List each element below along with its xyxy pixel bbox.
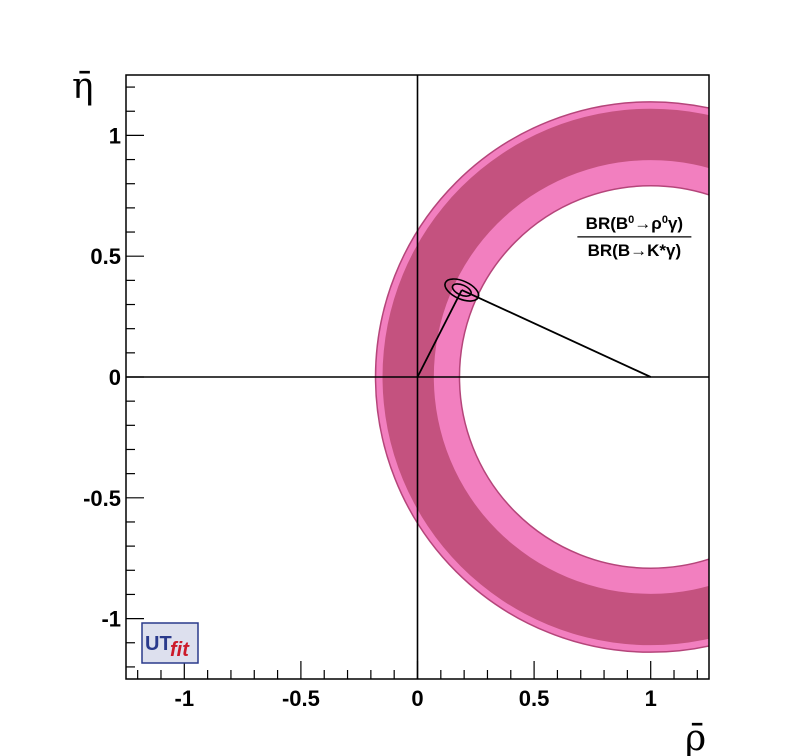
x-axis-title: ρ̄	[685, 718, 706, 756]
y-axis-tick-labels: -1 -0.5 0 0.5 1	[83, 123, 121, 631]
y-tick-label: -0.5	[83, 486, 121, 511]
logo-text-ut: UT	[145, 633, 172, 655]
y-tick-label: -1	[101, 607, 121, 632]
x-tick-label: 0.5	[519, 686, 550, 711]
utfit-logo: UT fit	[141, 622, 199, 664]
y-tick-label: 0	[109, 365, 121, 390]
y-tick-label: 1	[109, 123, 121, 148]
x-tick-label: 0	[411, 686, 423, 711]
annotation-numerator: BR(B0→ρ0γ)	[586, 214, 683, 233]
y-axis-title: η̄	[72, 66, 94, 107]
x-tick-label: -1	[175, 686, 195, 711]
x-tick-label: -0.5	[282, 686, 320, 711]
triangle-right-side	[461, 289, 652, 378]
apex-contour-68	[451, 283, 472, 297]
logo-text-fit: fit	[170, 639, 190, 661]
x-axis-tick-labels: -1 -0.5 0 0.5 1	[175, 686, 657, 711]
band-68-region	[382, 108, 709, 646]
ratio-annotation: BR(B0→ρ0γ) BR(B→K*γ)	[577, 214, 692, 260]
apex-contour-95	[444, 278, 480, 302]
x-axis-ticks	[137, 661, 698, 679]
logo-box	[141, 622, 199, 664]
x-tick-label: 1	[645, 686, 657, 711]
y-tick-label: 0.5	[90, 244, 121, 269]
annotation-denominator: BR(B→K*γ)	[588, 241, 682, 260]
y-axis-ticks	[126, 86, 144, 668]
triangle-left-side	[416, 289, 463, 378]
